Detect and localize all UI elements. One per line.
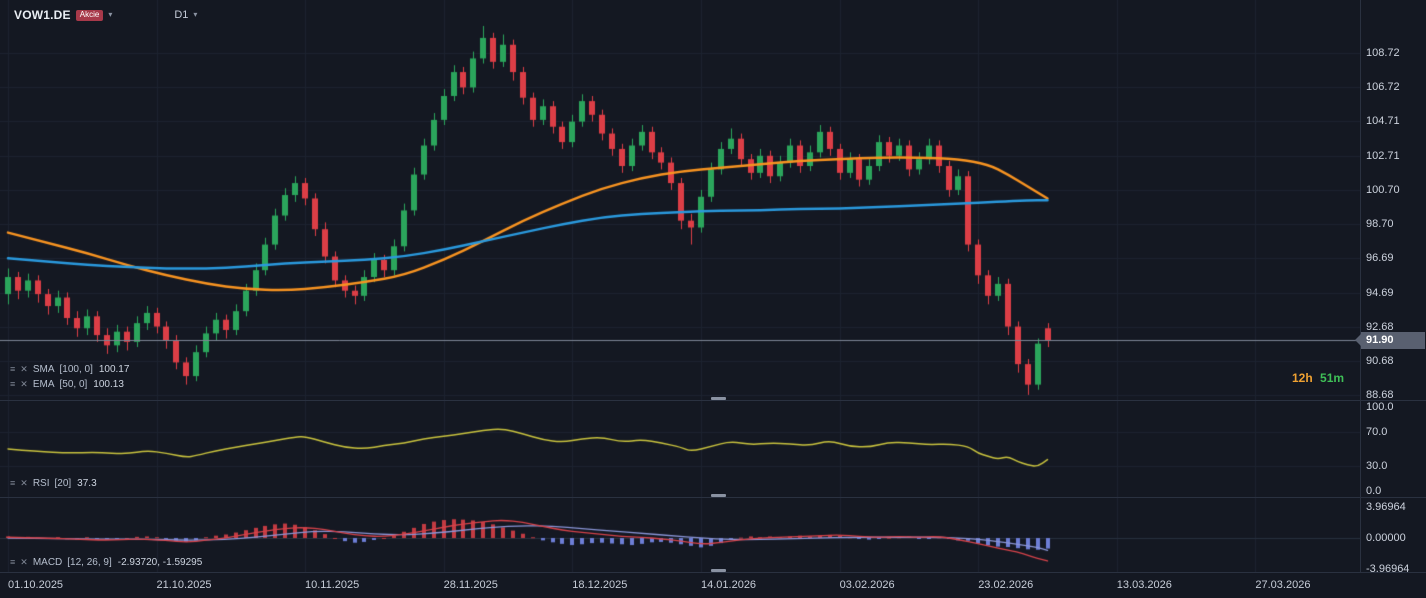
- indicator-value: 37.3: [77, 478, 97, 489]
- price-axis-label: 96.69: [1366, 252, 1394, 265]
- macd-axis-label: 0.00000: [1366, 532, 1406, 545]
- indicator-legend-sma: ≡ ✕ SMA [100, 0] 100.17: [10, 364, 129, 375]
- time-axis-label: 14.01.2026: [701, 579, 757, 591]
- time-axis[interactable]: 01.10.2025 21.10.2025 10.11.2025 28.11.2025…: [0, 572, 1426, 598]
- rsi-axis-label: 70.0: [1366, 426, 1388, 439]
- rsi-axis-label: 100.0: [1366, 400, 1394, 413]
- indicator-legend-macd: ≡ ✕ MACD [12, 26, 9] -2.93720, -1.59295: [10, 557, 202, 568]
- price-axis-label: 98.70: [1366, 218, 1394, 231]
- indicator-settings-icon[interactable]: ≡: [10, 379, 16, 389]
- pane-divider[interactable]: [0, 497, 1426, 498]
- pane-resize-handle[interactable]: [711, 569, 726, 572]
- time-axis-label: 28.11.2025: [443, 579, 498, 591]
- timeframe-caret-icon[interactable]: ▾: [193, 10, 198, 19]
- pane-resize-handle[interactable]: [711, 397, 726, 400]
- chart-toolbar: VOW1.DE Akcie ▾ D1 ▾: [14, 8, 197, 22]
- indicator-legend-ema: ≡ ✕ EMA [50, 0] 100.13: [10, 379, 124, 390]
- indicator-settings-icon[interactable]: ≡: [10, 557, 16, 567]
- rsi-axis-label: 30.0: [1366, 459, 1388, 472]
- price-axis[interactable]: 108.72 106.72 104.71 102.71 100.70 98.70 96.69…: [1360, 0, 1426, 575]
- time-axis-label: 13.03.2026: [1116, 579, 1172, 591]
- price-axis-label: 108.72: [1366, 46, 1400, 59]
- indicator-settings-icon[interactable]: ≡: [10, 478, 16, 488]
- chart-canvas[interactable]: [0, 0, 1360, 572]
- indicator-name: RSI: [32, 478, 50, 489]
- time-axis-label: 10.11.2025: [305, 579, 360, 591]
- current-price-badge: 91.90: [1355, 331, 1425, 349]
- symbol-selector[interactable]: VOW1.DE Akcie ▾: [14, 8, 112, 22]
- indicator-name: SMA: [32, 364, 55, 375]
- price-axis-label: 92.68: [1366, 320, 1394, 333]
- indicator-params: [100, 0]: [59, 364, 93, 375]
- pane-resize-handle[interactable]: [711, 494, 726, 497]
- indicator-remove-icon[interactable]: ✕: [20, 364, 28, 374]
- price-axis-label: 102.71: [1366, 149, 1400, 162]
- indicator-params: [12, 26, 9]: [67, 557, 112, 568]
- time-axis-label: 03.02.2026: [839, 579, 895, 591]
- indicator-remove-icon[interactable]: ✕: [20, 379, 28, 389]
- macd-axis-label: 3.96964: [1366, 501, 1406, 513]
- rsi-axis-label: 0.0: [1366, 485, 1382, 498]
- time-axis-label: 01.10.2025: [8, 579, 64, 591]
- bar-countdown: 12h 51m: [1292, 371, 1344, 385]
- indicator-legend-rsi: ≡ ✕ RSI [20] 37.3: [10, 478, 97, 489]
- indicator-params: [20]: [54, 478, 72, 489]
- indicator-settings-icon[interactable]: ≡: [10, 364, 16, 374]
- timeframe-label: D1: [174, 9, 189, 21]
- time-axis-label: 23.02.2026: [978, 579, 1034, 591]
- price-axis-label: 90.68: [1366, 355, 1394, 368]
- price-axis-label: 88.68: [1366, 389, 1394, 402]
- pane-divider[interactable]: [0, 400, 1426, 401]
- countdown-minutes: 51m: [1320, 371, 1345, 385]
- price-axis-label: 100.70: [1366, 183, 1400, 196]
- indicator-remove-icon[interactable]: ✕: [20, 478, 28, 488]
- price-axis-label: 106.72: [1366, 81, 1400, 94]
- symbol-caret-icon[interactable]: ▾: [108, 10, 113, 19]
- symbol-name: VOW1.DE: [14, 8, 71, 22]
- indicator-params: [50, 0]: [59, 379, 88, 390]
- price-axis-label: 94.69: [1366, 286, 1394, 299]
- instrument-type-badge: Akcie: [75, 9, 104, 21]
- timeframe-selector[interactable]: D1 ▾: [174, 9, 197, 21]
- indicator-remove-icon[interactable]: ✕: [20, 557, 28, 567]
- indicator-name: MACD: [32, 557, 63, 568]
- countdown-hours: 12h: [1292, 371, 1313, 385]
- indicator-value: 100.13: [93, 379, 124, 390]
- indicator-name: EMA: [32, 379, 55, 390]
- time-axis-label: 27.03.2026: [1255, 579, 1311, 591]
- indicator-value: 100.17: [98, 364, 130, 375]
- time-axis-label: 21.10.2025: [156, 579, 212, 591]
- indicator-value: -2.93720, -1.59295: [117, 557, 203, 568]
- time-axis-label: 18.12.2025: [572, 579, 628, 591]
- price-axis-label: 104.71: [1366, 115, 1400, 128]
